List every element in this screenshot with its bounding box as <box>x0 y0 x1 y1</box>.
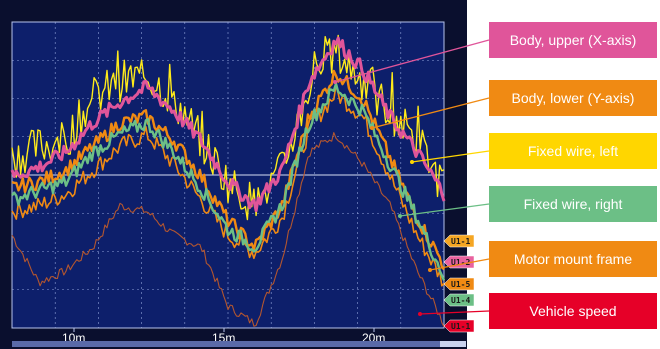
callout-leader-dot <box>398 214 402 218</box>
callout-body-upper-x-axis: Body, upper (X-axis) <box>489 22 657 58</box>
channel-tag-shape <box>443 277 475 291</box>
callout-body-lower-y-axis: Body, lower (Y-axis) <box>489 80 657 116</box>
plot-border <box>11 21 445 329</box>
channel-tag-label: U1-5 <box>451 280 470 289</box>
channel-tag: U1-1 <box>443 234 475 248</box>
channel-tag-label: U1-1 <box>451 237 470 246</box>
channel-tag: U1-1 <box>443 319 475 333</box>
callout-vehicle-speed: Vehicle speed <box>489 293 657 329</box>
channel-tag-shape <box>443 319 475 333</box>
channel-tag-shape <box>443 234 475 248</box>
trace-tags: U1-1 U1-2 U1-5 U1-4 U1-1 <box>443 234 475 333</box>
callout-leader-line <box>371 97 490 129</box>
callout-leader-dot <box>370 126 374 130</box>
callout-leader-dot <box>410 160 414 164</box>
callout-leader-dot <box>428 268 432 272</box>
trace-body-upper-x-axis <box>10 36 446 213</box>
trace-motor-mount-frame <box>11 84 445 287</box>
scrollbar-track[interactable] <box>12 341 444 347</box>
trace-fixed-wire-right <box>11 82 446 281</box>
callout-leader-line <box>411 150 490 163</box>
callout-leaders <box>333 39 490 316</box>
callout-leader-line <box>429 258 490 271</box>
trace-fixed-wire-left <box>11 34 445 221</box>
trace-vehicle-speed <box>11 132 445 327</box>
scrollbar-thumb[interactable] <box>440 341 466 347</box>
channel-tag-label: U1-1 <box>451 322 470 331</box>
channel-tag: U1-4 <box>443 293 475 307</box>
channel-tag: U1-5 <box>443 277 475 291</box>
callout-fixed-wire-right: Fixed wire, right <box>489 186 657 222</box>
channel-tag-label: U1-4 <box>451 296 470 305</box>
callout-leader-dot <box>418 312 422 316</box>
callout-leader-line <box>334 39 490 83</box>
trace-body-lower-y-axis <box>11 69 445 271</box>
channel-tag-label: U1-2 <box>451 258 470 267</box>
callout-leader-line <box>399 203 490 217</box>
callout-motor-mount-frame: Motor mount frame <box>489 241 657 277</box>
callout-leader-dot <box>333 80 337 84</box>
traces <box>10 34 446 327</box>
channel-tag-shape <box>443 293 475 307</box>
callout-fixed-wire-left: Fixed wire, left <box>489 133 657 169</box>
callout-leader-line <box>419 310 490 315</box>
